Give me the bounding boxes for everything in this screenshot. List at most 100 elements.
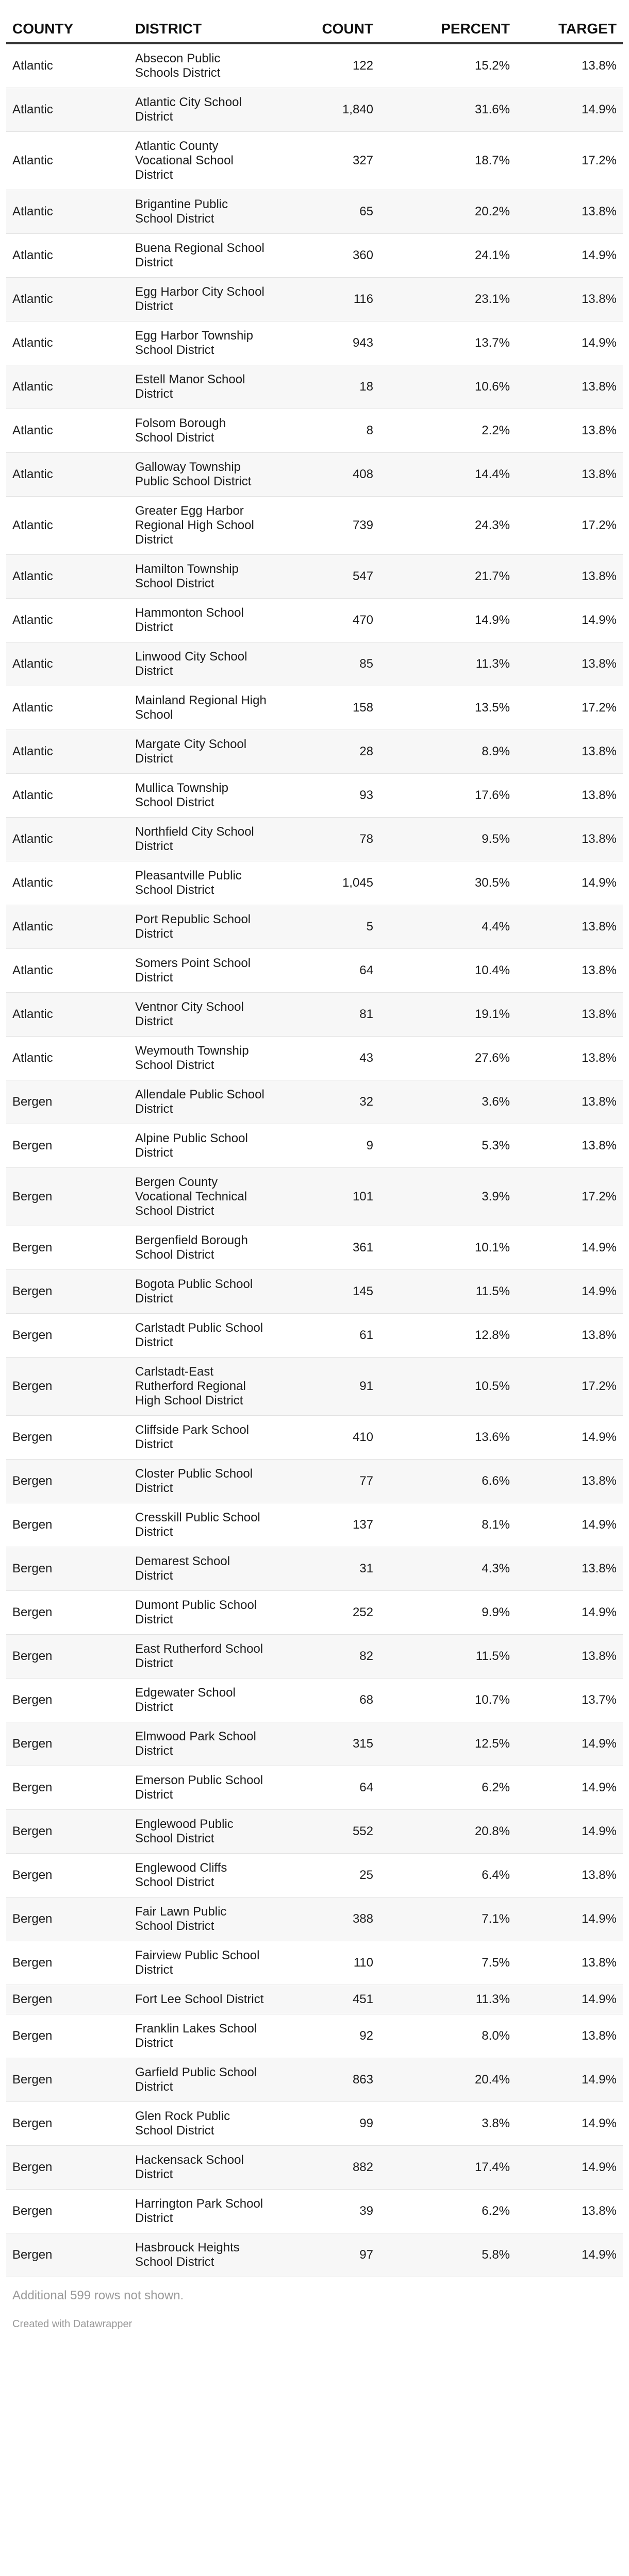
cell-county: Bergen: [12, 1139, 53, 1153]
table-row: Bergen Garfield Public School District 863…: [6, 2058, 623, 2102]
table-row: Atlantic Hammonton School District 470 14.9…: [6, 599, 623, 642]
table-row: Bergen Harrington Park School District 39 6…: [6, 2190, 623, 2233]
cell-count: 410: [352, 1430, 373, 1444]
cell-count: 361: [352, 1241, 373, 1255]
cell-county: Atlantic: [12, 205, 53, 218]
cell-percent: 10.4%: [474, 963, 510, 977]
cell-count: 65: [359, 205, 373, 218]
table-row: Bergen Hasbrouck Heights School District 9…: [6, 2233, 623, 2277]
cell-percent: 17.4%: [474, 2160, 510, 2174]
cell-district: Harrington Park School District: [135, 2197, 263, 2225]
header-target[interactable]: TARGET: [516, 0, 623, 44]
cell-percent: 4.3%: [482, 1562, 510, 1575]
table-row: Atlantic Estell Manor School District 18 10…: [6, 365, 623, 409]
cell-county: Bergen: [12, 2160, 53, 2174]
table-row: Atlantic Galloway Township Public School …: [6, 452, 623, 497]
cell-district: Alpine Public School District: [135, 1131, 248, 1160]
cell-percent: 8.9%: [482, 744, 510, 758]
cell-county: Bergen: [12, 1095, 53, 1109]
cell-percent: 11.3%: [475, 1992, 510, 2006]
table-row: Bergen Fair Lawn Public School District 38…: [6, 1897, 623, 1941]
cell-target: 14.9%: [581, 1781, 617, 1794]
cell-target: 13.8%: [581, 1474, 617, 1488]
table-row: Atlantic Greater Egg Harbor Regional High…: [6, 497, 623, 555]
cell-district: Allendale Public School District: [135, 1088, 264, 1116]
table-row: Bergen Edgewater School District 68 10.7% 13…: [6, 1679, 623, 1722]
header-count[interactable]: COUNT: [288, 0, 379, 44]
cell-percent: 20.2%: [474, 205, 510, 218]
cell-county: Atlantic: [12, 657, 53, 671]
cell-district: Mainland Regional High School: [135, 693, 267, 722]
cell-county: Atlantic: [12, 423, 53, 437]
cell-county: Atlantic: [12, 380, 53, 394]
cell-district: Buena Regional School District: [135, 241, 264, 269]
table-row: Bergen Emerson Public School District 64 6.…: [6, 1766, 623, 1810]
cell-county: Bergen: [12, 1693, 53, 1707]
cell-percent: 5.3%: [482, 1139, 510, 1153]
cell-county: Bergen: [12, 1328, 53, 1342]
cell-percent: 6.2%: [482, 2204, 510, 2218]
table-row: Bergen Bergen County Vocational Technical…: [6, 1167, 623, 1226]
cell-target: 14.9%: [581, 248, 617, 262]
cell-district: Atlantic City School District: [135, 95, 242, 124]
table-row: Bergen Allendale Public School District 32…: [6, 1080, 623, 1124]
cell-count: 93: [359, 788, 373, 802]
cell-county: Atlantic: [12, 701, 53, 715]
table-body: Atlantic Absecon Public Schools District 1…: [6, 43, 623, 2277]
table-row: Atlantic Mullica Township School District…: [6, 774, 623, 818]
table-row: Bergen Franklin Lakes School District 92 8.…: [6, 2014, 623, 2058]
cell-count: 43: [359, 1051, 373, 1065]
cell-district: Fairview Public School District: [135, 1948, 260, 1977]
cell-target: 14.9%: [581, 876, 617, 890]
cell-count: 137: [352, 1518, 373, 1532]
header-percent[interactable]: PERCENT: [379, 0, 516, 44]
header-county[interactable]: COUNTY: [6, 0, 129, 44]
cell-target: 14.9%: [581, 2248, 617, 2262]
cell-target: 13.8%: [581, 1328, 617, 1342]
cell-count: 8: [366, 423, 373, 437]
cell-district: Fair Lawn Public School District: [135, 1905, 227, 1933]
table-row: Atlantic Margate City School District 28 8.…: [6, 730, 623, 774]
cell-count: 110: [353, 1956, 373, 1970]
cell-target: 13.8%: [581, 1868, 617, 1882]
cell-district: Ventnor City School District: [135, 1000, 244, 1028]
cell-district: Franklin Lakes School District: [135, 2022, 257, 2050]
cell-target: 13.8%: [581, 744, 617, 758]
cell-district: Somers Point School District: [135, 956, 251, 985]
datawrapper-credit: Created with Datawrapper: [12, 2318, 133, 2330]
cell-district: Atlantic County Vocational School Distri…: [135, 139, 234, 182]
cell-count: 64: [359, 1781, 373, 1794]
cell-district: Linwood City School District: [135, 650, 247, 678]
cell-count: 31: [359, 1562, 373, 1575]
cell-county: Atlantic: [12, 292, 53, 306]
cell-county: Bergen: [12, 1518, 53, 1532]
cell-target: 14.9%: [581, 103, 617, 116]
table-row: Atlantic Atlantic County Vocational Schoo…: [6, 132, 623, 190]
cell-county: Atlantic: [12, 920, 53, 934]
cell-percent: 9.9%: [482, 1605, 510, 1619]
cell-percent: 27.6%: [474, 1051, 510, 1065]
cell-district: East Rutherford School District: [135, 1642, 263, 1670]
cell-target: 13.8%: [581, 788, 617, 802]
table-row: Bergen Englewood Cliffs School District 25…: [6, 1854, 623, 1897]
cell-target: 13.8%: [581, 920, 617, 934]
cell-count: 64: [359, 963, 373, 977]
table-row: Atlantic Brigantine Public School Distric…: [6, 190, 623, 234]
cell-county: Atlantic: [12, 1007, 53, 1021]
cell-count: 547: [352, 569, 373, 583]
cell-district: Hamilton Township School District: [135, 562, 239, 590]
cell-count: 408: [352, 467, 373, 481]
cell-count: 101: [352, 1190, 373, 1204]
table-row: Bergen Fort Lee School District 451 11.3% 14…: [6, 1985, 623, 2014]
cell-percent: 24.1%: [474, 248, 510, 262]
rows-not-shown-note: Additional 599 rows not shown.: [12, 2289, 184, 2302]
cell-count: 18: [359, 380, 373, 394]
cell-county: Atlantic: [12, 569, 53, 583]
cell-target: 13.8%: [581, 59, 617, 73]
cell-county: Atlantic: [12, 518, 53, 532]
cell-county: Atlantic: [12, 336, 53, 350]
cell-district: Bergenfield Borough School District: [135, 1233, 248, 1262]
header-district[interactable]: DISTRICT: [129, 0, 288, 44]
cell-target: 13.8%: [581, 1007, 617, 1021]
table-row: Bergen Closter Public School District 77 6.…: [6, 1459, 623, 1503]
